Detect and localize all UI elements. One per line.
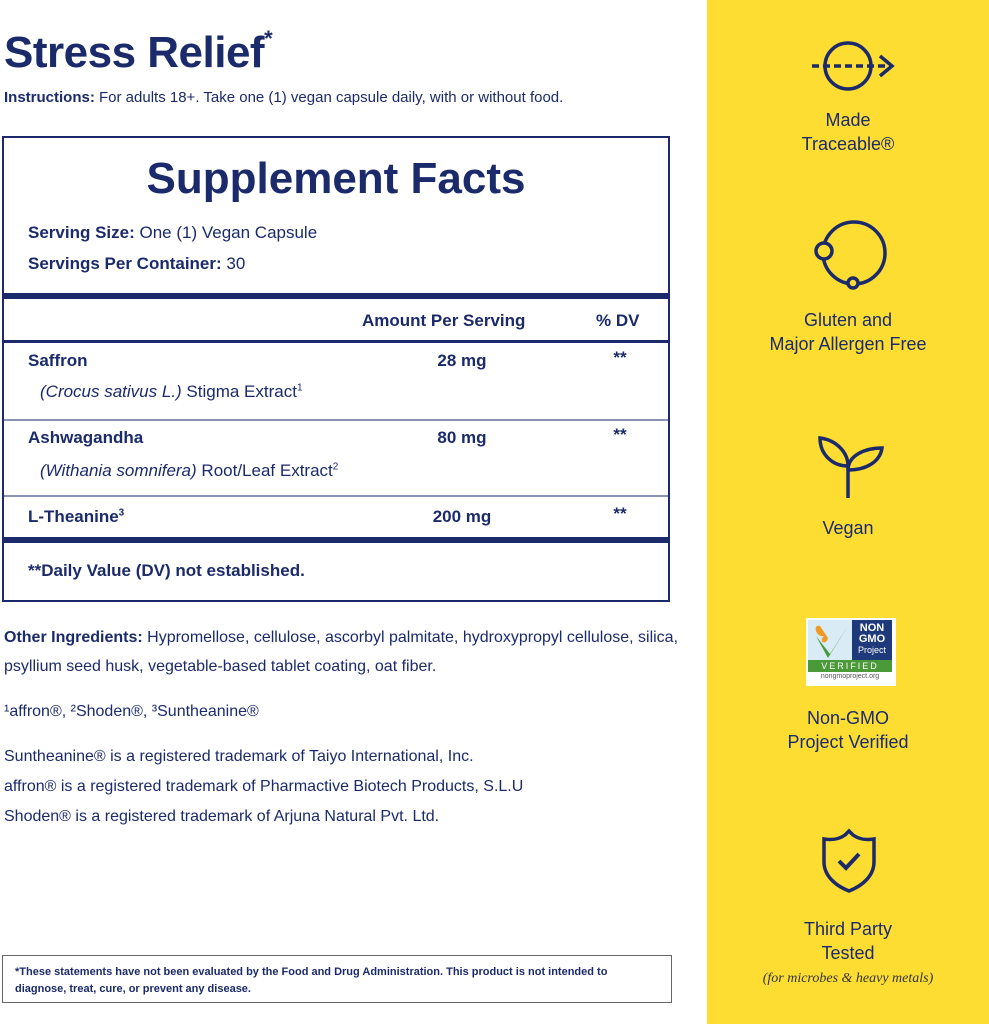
- divider: [4, 340, 668, 343]
- badge-label: Gluten and Major Allergen Free: [769, 310, 927, 354]
- trademark-line: affron® is a registered trademark of Pha…: [4, 778, 524, 795]
- trademark-line: Shoden® is a registered trademark of Arj…: [4, 808, 440, 825]
- dv-note: **Daily Value (DV) not established.: [28, 561, 305, 580]
- fda-disclaimer: *These statements have not been evaluate…: [2, 955, 672, 1003]
- badge-note: (for microbes & heavy metals): [762, 971, 934, 986]
- badge-label: Non-GMO Project Verified: [787, 708, 909, 752]
- instructions: Instructions: For adults 18+. Take one (…: [4, 89, 564, 106]
- sprout-icon: [818, 436, 884, 498]
- badge-label: Made Traceable®: [801, 110, 895, 154]
- divider: [4, 419, 668, 421]
- badge-label: Third Party Tested: [803, 919, 893, 963]
- allergen-free-icon: [814, 220, 887, 290]
- ingredient-name: Ashwagandha: [28, 428, 144, 447]
- divider: [4, 495, 668, 497]
- ingredient-dv: **: [613, 348, 627, 367]
- ingredient-amount: 80 mg: [437, 428, 487, 447]
- ingredient-amount: 200 mg: [432, 507, 492, 526]
- non-gmo-logo: NON GMO Project VERIFIED nongmoproject.org: [806, 618, 896, 686]
- ingredient-source: (Withania somnifera) Root/Leaf Extract2: [40, 461, 339, 480]
- footnote: ¹affron®, ²Shoden®, ³Suntheanine®: [4, 703, 259, 720]
- ingredient-dv: **: [613, 425, 627, 444]
- ingredient-name: Saffron: [28, 351, 88, 370]
- ingredient-source: (Crocus sativus L.) Stigma Extract1: [40, 382, 303, 401]
- shield-check-icon: [822, 828, 876, 893]
- divider: [4, 293, 668, 299]
- page-title: Stress Relief*: [4, 26, 273, 77]
- badge-label: Vegan: [822, 518, 874, 538]
- supplement-facts-panel: Supplement Facts Serving Size: One (1) V…: [2, 136, 670, 602]
- ingredient-dv: **: [613, 504, 627, 523]
- divider: [4, 537, 668, 543]
- col-amount-header: Amount Per Serving: [362, 311, 526, 330]
- facts-title: Supplement Facts: [146, 154, 526, 203]
- badges-sidebar: Made Traceable® Gluten and Major Allergen …: [707, 0, 989, 1024]
- col-dv-header: % DV: [596, 311, 640, 330]
- traceable-arrow-icon: [812, 41, 895, 91]
- ingredient-name: L-Theanine3: [28, 507, 125, 526]
- servings-per-container: Servings Per Container: 30: [28, 254, 246, 273]
- other-ingredients: Other Ingredients: Hypromellose, cellulo…: [4, 629, 679, 675]
- butterfly-icon: [808, 620, 852, 660]
- ingredient-amount: 28 mg: [437, 351, 487, 370]
- serving-size: Serving Size: One (1) Vegan Capsule: [28, 223, 318, 242]
- trademark-line: Suntheanine® is a registered trademark o…: [4, 748, 474, 765]
